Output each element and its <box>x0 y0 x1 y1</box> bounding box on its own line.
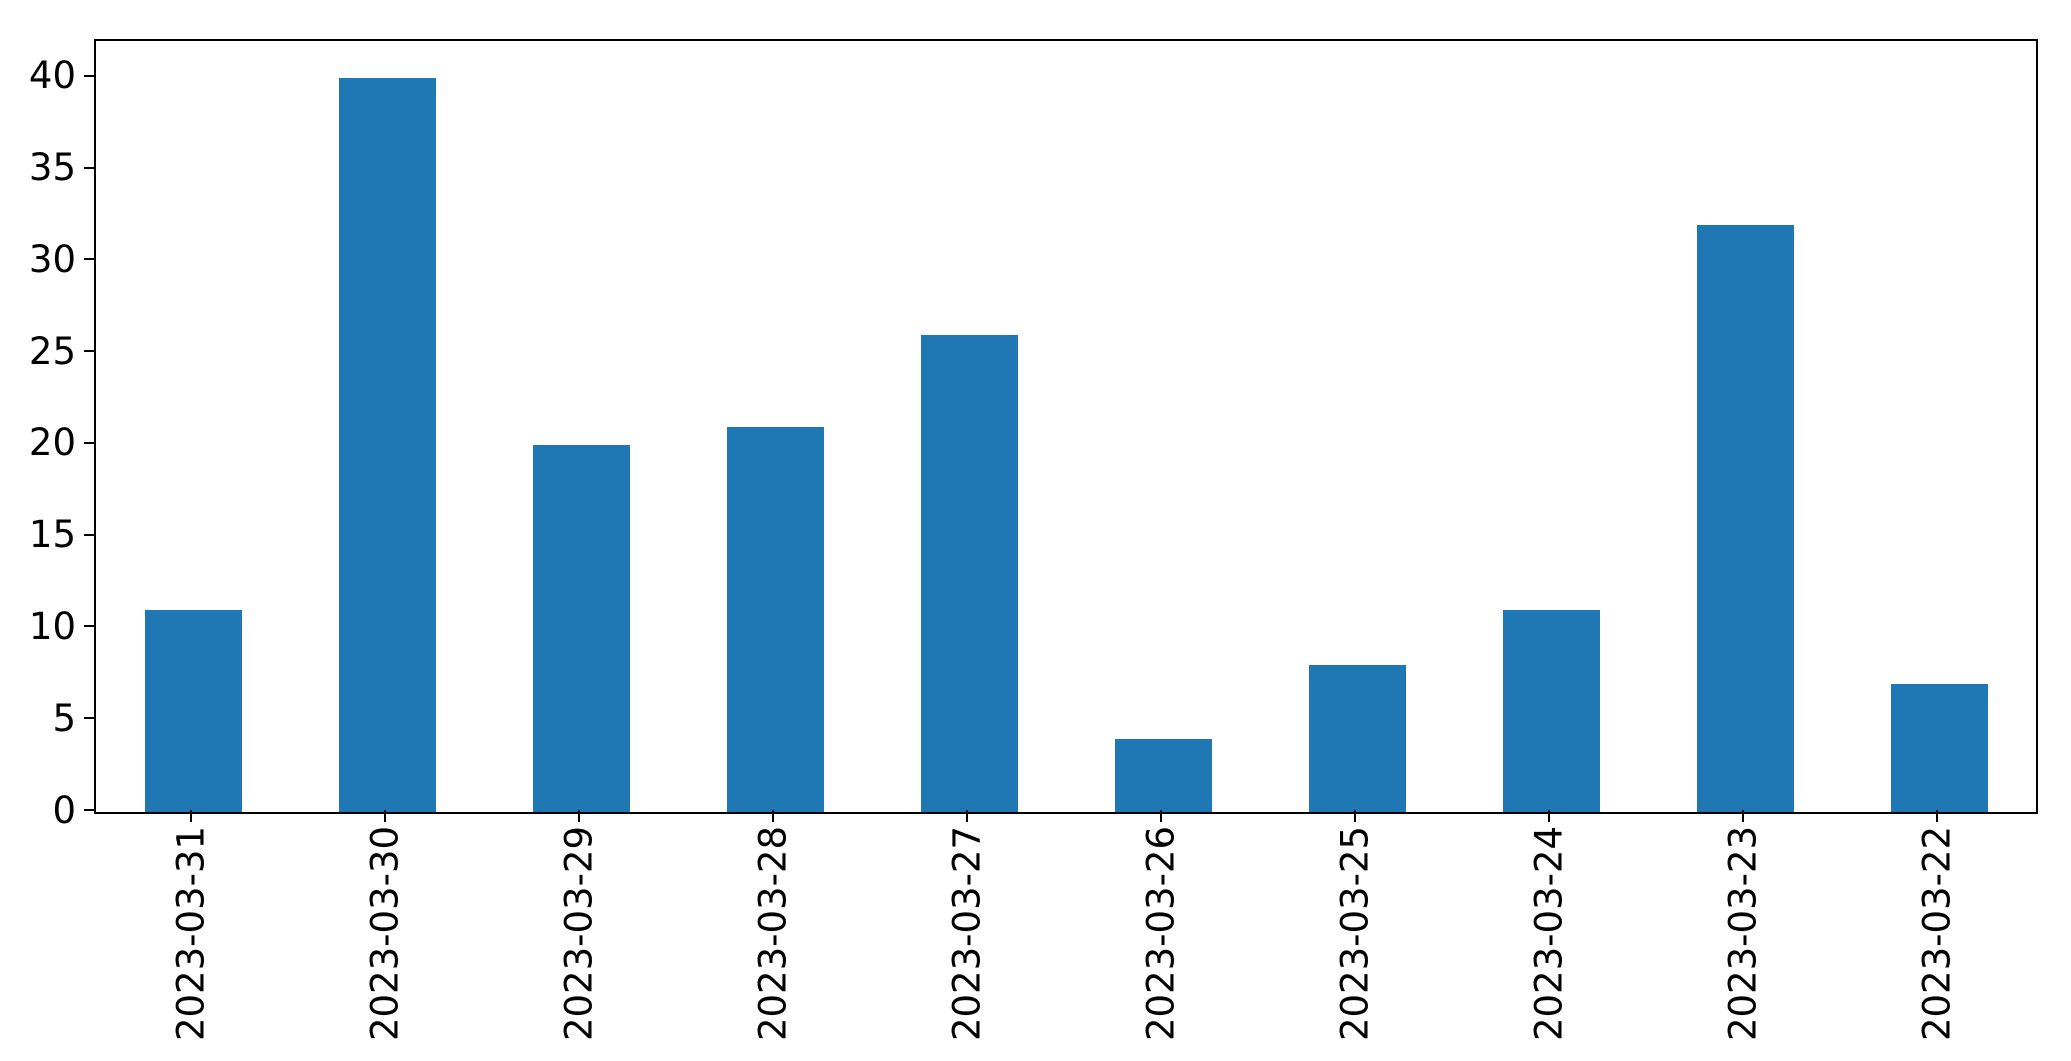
y-tick-label-35: 35 <box>28 146 76 189</box>
x-tick-label-2023-03-31: 2023-03-31 <box>169 826 213 1042</box>
x-tick-mark-2023-03-28 <box>772 810 774 822</box>
y-tick-label-25: 25 <box>28 329 76 373</box>
bar-2023-03-31 <box>144 610 242 812</box>
y-tick-mark-5 <box>84 717 94 720</box>
x-tick-mark-2023-03-31 <box>190 810 192 822</box>
y-tick-mark-15 <box>84 533 94 536</box>
y-tick-label-10: 10 <box>28 604 76 648</box>
x-tick-mark-2023-03-26 <box>1160 810 1162 822</box>
x-tick-label-2023-03-29: 2023-03-29 <box>557 826 601 1042</box>
bar-2023-03-28 <box>726 426 824 812</box>
bar-2023-03-22 <box>1890 683 1988 812</box>
y-tick-mark-20 <box>84 441 94 444</box>
x-tick-mark-2023-03-24 <box>1548 810 1550 822</box>
x-tick-label-2023-03-24: 2023-03-24 <box>1527 826 1571 1042</box>
plot-area <box>94 39 2038 814</box>
x-tick-label-2023-03-27: 2023-03-27 <box>945 826 989 1042</box>
y-tick-mark-40 <box>84 74 94 77</box>
x-tick-mark-2023-03-25 <box>1354 810 1356 822</box>
x-tick-mark-2023-03-29 <box>578 810 580 822</box>
y-tick-label-40: 40 <box>28 54 76 98</box>
x-tick-label-2023-03-23: 2023-03-23 <box>1721 826 1765 1042</box>
bar-2023-03-29 <box>532 444 630 812</box>
x-tick-label-2023-03-28: 2023-03-28 <box>751 826 795 1042</box>
y-tick-label-30: 30 <box>28 237 76 281</box>
y-tick-mark-35 <box>84 166 94 169</box>
bar-2023-03-24 <box>1502 610 1600 812</box>
bar-2023-03-30 <box>338 77 436 812</box>
y-tick-label-20: 20 <box>28 421 76 465</box>
x-tick-label-2023-03-22: 2023-03-22 <box>1915 826 1959 1042</box>
bar-2023-03-25 <box>1308 665 1406 812</box>
x-tick-mark-2023-03-22 <box>1936 810 1938 822</box>
y-tick-label-0: 0 <box>52 788 76 832</box>
x-tick-label-2023-03-26: 2023-03-26 <box>1139 826 1183 1042</box>
bar-2023-03-27 <box>920 334 1018 812</box>
y-tick-mark-30 <box>84 258 94 261</box>
bar-2023-03-26 <box>1114 738 1212 812</box>
x-tick-label-2023-03-30: 2023-03-30 <box>363 826 407 1042</box>
y-tick-mark-10 <box>84 625 94 628</box>
y-tick-mark-25 <box>84 350 94 353</box>
y-tick-mark-0 <box>84 809 94 811</box>
x-tick-mark-2023-03-30 <box>384 810 386 822</box>
x-tick-mark-2023-03-23 <box>1742 810 1744 822</box>
y-tick-label-5: 5 <box>52 696 76 740</box>
y-tick-label-15: 15 <box>28 513 76 557</box>
x-tick-label-2023-03-25: 2023-03-25 <box>1333 826 1377 1042</box>
bar-2023-03-23 <box>1696 224 1794 812</box>
x-tick-mark-2023-03-27 <box>966 810 968 822</box>
